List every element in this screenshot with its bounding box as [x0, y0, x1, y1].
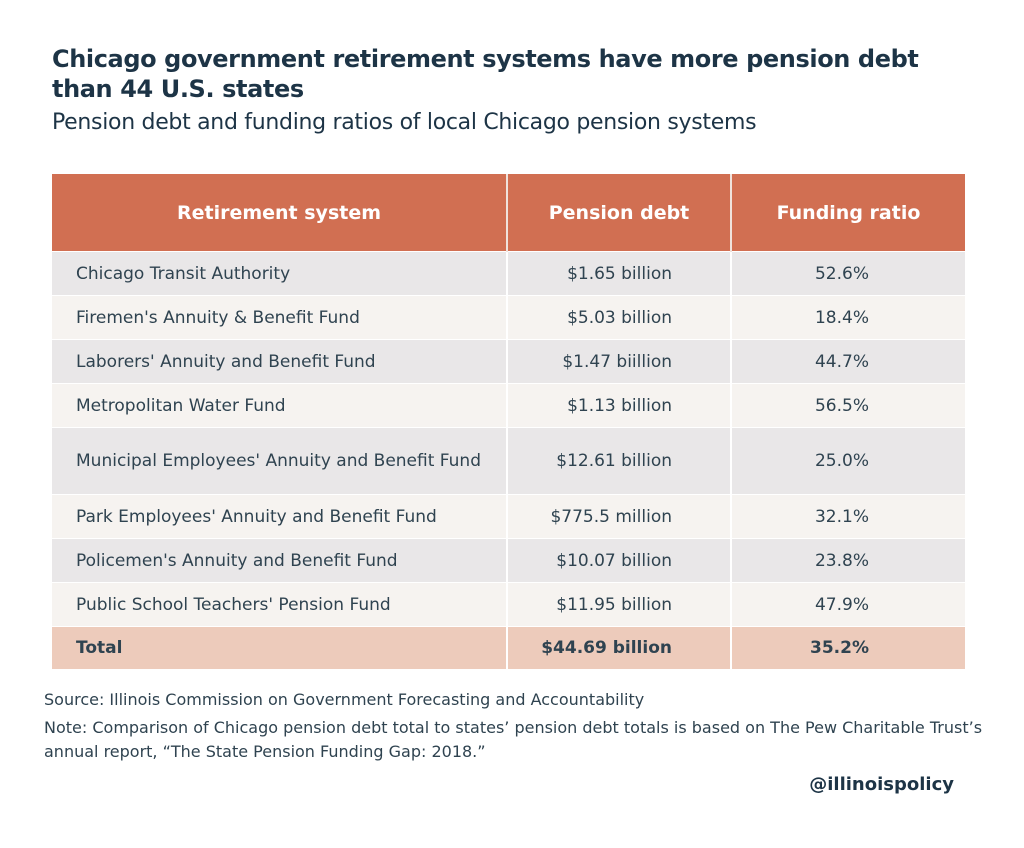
total-pension-debt-cell: $44.69 billion: [507, 626, 732, 669]
table-row: Chicago Transit Authority $1.65 billion 52…: [52, 251, 965, 296]
column-header-funding-ratio: Funding ratio: [731, 174, 965, 252]
header-row: Retirement system Pension debt Funding r…: [52, 174, 965, 252]
retirement-system-cell: Chicago Transit Authority: [52, 251, 508, 296]
pension-debt-cell: $10.07 billion: [507, 538, 732, 583]
pension-debt-cell: $775.5 million: [507, 494, 732, 539]
social-handle: @illinoispolicy: [809, 774, 954, 795]
column-header-pension-debt: Pension debt: [507, 174, 732, 252]
retirement-system-cell: Municipal Employees' Annuity and Benefit…: [52, 427, 508, 495]
pension-debt-cell: $5.03 billion: [507, 295, 732, 340]
table-row: Public School Teachers' Pension Fund $11.…: [52, 582, 965, 627]
retirement-system-cell: Public School Teachers' Pension Fund: [52, 582, 508, 627]
total-row: Total $44.69 billion 35.2%: [52, 626, 965, 669]
source-note: Source: Illinois Commission on Governmen…: [44, 690, 645, 709]
table-row: Laborers' Annuity and Benefit Fund $1.47 …: [52, 339, 965, 384]
pension-debt-cell: $12.61 billion: [507, 427, 732, 495]
funding-ratio-cell: 56.5%: [731, 383, 965, 428]
funding-ratio-cell: 44.7%: [731, 339, 965, 384]
pension-debt-cell: $11.95 billion: [507, 582, 732, 627]
funding-ratio-cell: 52.6%: [731, 251, 965, 296]
retirement-system-cell: Firemen's Annuity & Benefit Fund: [52, 295, 508, 340]
retirement-system-cell: Policemen's Annuity and Benefit Fund: [52, 538, 508, 583]
pension-debt-cell: $1.47 biillion: [507, 339, 732, 384]
pension-debt-cell: $1.13 billion: [507, 383, 732, 428]
table-row: Park Employees' Annuity and Benefit Fund…: [52, 494, 965, 539]
table-row: Municipal Employees' Annuity and Benefit…: [52, 427, 965, 495]
funding-ratio-cell: 32.1%: [731, 494, 965, 539]
funding-ratio-cell: 25.0%: [731, 427, 965, 495]
retirement-system-cell: Metropolitan Water Fund: [52, 383, 508, 428]
column-header-retirement-system: Retirement system: [52, 174, 508, 252]
chart-title: Chicago government retirement systems ha…: [52, 45, 919, 103]
funding-ratio-cell: 47.9%: [731, 582, 965, 627]
retirement-system-cell: Park Employees' Annuity and Benefit Fund: [52, 494, 508, 539]
table-row: Firemen's Annuity & Benefit Fund $5.03 bi…: [52, 295, 965, 340]
funding-ratio-cell: 18.4%: [731, 295, 965, 340]
chart-subtitle: Pension debt and funding ratios of local…: [52, 110, 757, 135]
total-retirement-system-cell: Total: [52, 626, 508, 669]
total-funding-ratio-cell: 35.2%: [731, 626, 965, 669]
table-row: Metropolitan Water Fund $1.13 billion 56.5…: [52, 383, 965, 428]
pension-debt-cell: $1.65 billion: [507, 251, 732, 296]
comparison-note: Note: Comparison of Chicago pension debt…: [44, 718, 983, 761]
table-row: Policemen's Annuity and Benefit Fund $10.…: [52, 538, 965, 583]
funding-ratio-cell: 23.8%: [731, 538, 965, 583]
pension-table: Retirement system Pension debt Funding r…: [52, 174, 965, 669]
retirement-system-cell: Laborers' Annuity and Benefit Fund: [52, 339, 508, 384]
